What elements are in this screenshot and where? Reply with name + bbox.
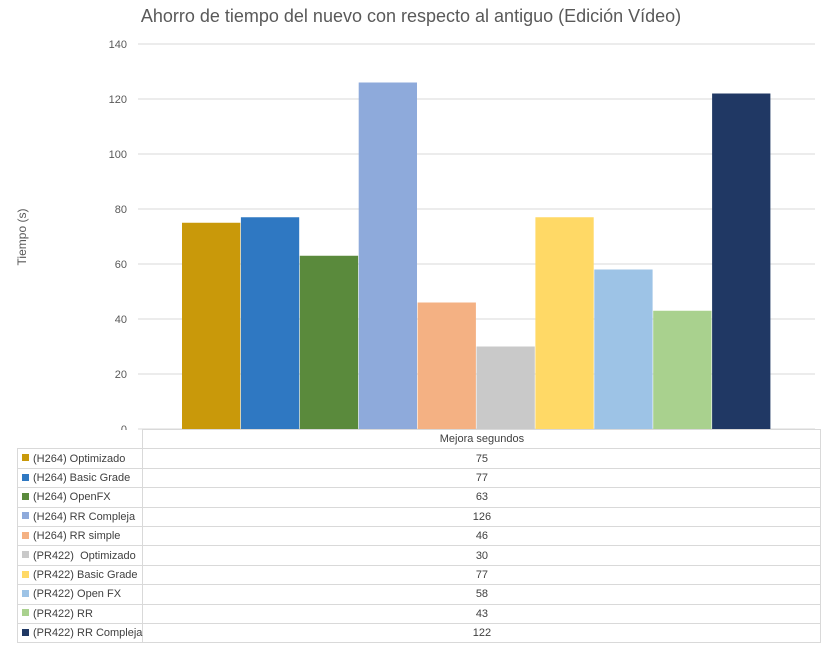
series-value: 126: [142, 506, 822, 527]
series-value: 30: [142, 545, 822, 566]
y-tick-label: 120: [109, 94, 127, 106]
table-row: (PR422) Open FX 58: [16, 584, 822, 605]
series-name-cell: (H264) Optimizado: [16, 448, 144, 469]
category-label: Mejora segundos: [142, 428, 822, 450]
series-value: 77: [142, 564, 822, 586]
series-name: (H264) OpenFX: [33, 491, 111, 504]
y-tick-label: 80: [115, 204, 127, 216]
series-name-cell: (H264) RR simple: [16, 525, 144, 547]
legend-swatch: [22, 512, 29, 520]
series-name-cell: (PR422) RR: [16, 603, 144, 624]
series-name: (PR422) Basic Grade: [33, 568, 138, 581]
legend-swatch: [22, 551, 29, 559]
legend-swatch: [22, 570, 29, 578]
table-row: (H264) Basic Grade 77: [16, 467, 822, 489]
table-row: (H264) RR simple 46: [16, 525, 822, 547]
series-value: 43: [142, 603, 822, 624]
series-value: 58: [142, 584, 822, 605]
chart-title: Ahorro de tiempo del nuevo con respecto …: [140, 6, 682, 26]
bar: [594, 269, 653, 429]
series-name-cell: (PR422) Open FX: [16, 584, 144, 605]
series-name: (H264) Basic Grade: [33, 471, 131, 484]
series-name-cell: (H264) RR Compleja: [16, 506, 144, 527]
bar: [182, 222, 241, 429]
series-name: (PR422) Open FX: [33, 588, 122, 601]
series-value: 63: [142, 487, 822, 508]
y-tick-label: 20: [115, 369, 127, 381]
y-tick-label: 140: [109, 39, 127, 51]
series-name-cell: (H264) OpenFX: [16, 487, 144, 508]
table-corner: [17, 429, 144, 449]
series-name: (PR422) RR: [33, 607, 93, 620]
y-tick-label: 0: [121, 424, 127, 430]
bar: [240, 217, 300, 429]
bar: [417, 302, 476, 429]
series-name-cell: (PR422) Basic Grade: [16, 564, 144, 586]
series-value: 75: [142, 448, 822, 469]
bar: [535, 217, 594, 429]
legend-swatch: [22, 492, 29, 500]
legend-swatch: [22, 609, 29, 617]
bar: [712, 93, 771, 429]
bar: [653, 310, 712, 429]
series-name: (H264) Optimizado: [33, 452, 126, 465]
series-value: 46: [142, 525, 822, 547]
series-name: (H264) RR simple: [33, 530, 121, 543]
series-name-cell: (H264) Basic Grade: [16, 467, 144, 489]
y-tick-label: 100: [109, 149, 127, 161]
legend-swatch: [22, 589, 29, 597]
table-row: (H264) RR Compleja 126: [16, 506, 822, 527]
table-row: (H264) Optimizado 75: [16, 448, 822, 469]
legend-swatch: [22, 473, 29, 481]
table-row: (PR422) Basic Grade 77: [16, 564, 822, 586]
series-name: (PR422) RR Compleja: [33, 627, 143, 640]
table-header-row: Mejora segundos: [17, 428, 822, 450]
series-name: (PR422) Optimizado: [33, 549, 136, 562]
bar: [476, 346, 535, 429]
bars: [182, 82, 771, 429]
legend-swatch: [22, 454, 29, 462]
table-row: (PR422) RR Compleja 122: [16, 622, 822, 644]
data-table: Mejora segundos (H264) Optimizado 75 (H264…: [16, 428, 822, 644]
table-row: (PR422) Optimizado 30: [16, 545, 822, 566]
bar-chart-plot: 0 20 40 60 80 100 120 140: [109, 39, 815, 430]
series-name: (H264) RR Compleja: [33, 510, 136, 523]
legend-swatch: [22, 628, 29, 636]
series-name-cell: (PR422) RR Compleja: [16, 622, 144, 644]
table-row: (H264) OpenFX 63: [16, 487, 822, 508]
legend-swatch: [22, 531, 29, 539]
series-value: 122: [142, 622, 822, 644]
series-value: 77: [142, 467, 822, 489]
bar: [299, 255, 359, 429]
y-tick-label: 40: [115, 314, 127, 326]
series-name-cell: (PR422) Optimizado: [16, 545, 144, 566]
y-tick-labels: 0 20 40 60 80 100 120 140: [109, 39, 127, 430]
y-tick-label: 60: [115, 259, 127, 271]
table-row: (PR422) RR 43: [16, 603, 822, 624]
bar: [358, 82, 417, 429]
